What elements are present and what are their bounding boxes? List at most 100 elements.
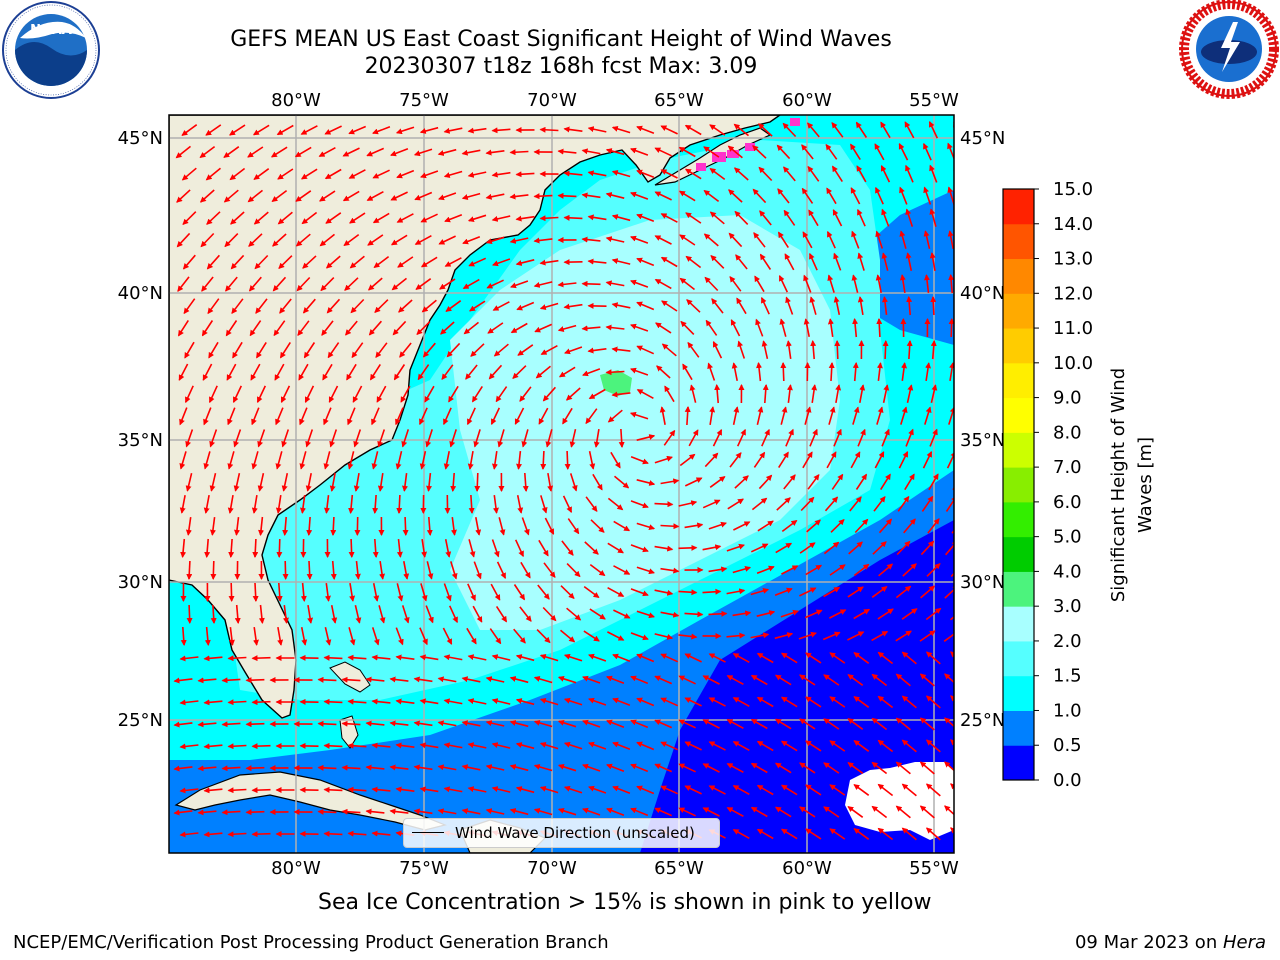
- lon-label-top: 80°W: [271, 90, 321, 111]
- wave-arrow: [878, 518, 893, 534]
- wave-arrow: [443, 698, 463, 705]
- wave-arrow: [945, 495, 954, 512]
- wave-arrow: [704, 276, 719, 292]
- wave-arrow: [461, 764, 481, 771]
- wave-arrow: [732, 652, 750, 664]
- wave-arrow: [341, 808, 361, 815]
- wave-arrow: [807, 122, 820, 138]
- wave-arrow: [179, 451, 187, 470]
- wave-arrow: [630, 235, 649, 244]
- wave-arrow: [221, 809, 241, 816]
- wave-arrow: [491, 742, 511, 749]
- wave-arrow: [539, 653, 559, 662]
- wave-arrow: [251, 494, 258, 514]
- wave-arrow: [253, 168, 270, 180]
- wave-arrow: [543, 562, 556, 578]
- wave-arrow: [611, 125, 631, 134]
- wave-arrow: [756, 610, 776, 617]
- wave-arrow: [780, 362, 787, 382]
- wave-arrow: [437, 808, 457, 815]
- wave-arrow: [208, 385, 218, 404]
- wave-arrow: [809, 252, 818, 271]
- wave-arrow: [689, 384, 697, 403]
- wave-arrow: [919, 630, 936, 642]
- wave-arrow: [750, 762, 768, 774]
- wave-arrow: [317, 764, 337, 771]
- wave-arrow: [514, 407, 525, 425]
- wave-arrow: [366, 190, 384, 202]
- wave-arrow: [756, 652, 774, 664]
- colorbar-segment: [1003, 432, 1034, 468]
- wave-arrow: [348, 125, 367, 135]
- wave-arrow: [654, 191, 672, 201]
- wave-arrow: [871, 673, 888, 687]
- wave-arrow: [366, 147, 385, 157]
- wave-arrow: [253, 211, 269, 225]
- wave-arrow: [802, 451, 813, 469]
- wave-arrow: [395, 451, 403, 470]
- wave-arrow: [630, 147, 649, 156]
- wave-arrow: [539, 259, 559, 266]
- wave-arrow: [826, 230, 836, 249]
- wave-arrow: [581, 148, 601, 155]
- wave-arrow: [371, 407, 380, 426]
- wave-arrow: [678, 633, 698, 640]
- nws-logo: [1179, 0, 1279, 99]
- wave-arrow: [372, 126, 391, 135]
- wave-arrow: [750, 718, 768, 730]
- wave-arrow: [255, 298, 268, 314]
- wave-arrow: [420, 213, 438, 223]
- wave-arrow: [923, 142, 932, 161]
- wave-arrow: [924, 274, 930, 293]
- wave-arrow: [228, 627, 235, 646]
- wave-arrow: [611, 346, 631, 353]
- wave-arrow: [660, 125, 678, 135]
- wave-arrow: [588, 653, 607, 662]
- wave-arrow: [566, 563, 581, 578]
- wave-arrow: [485, 193, 505, 200]
- wave-arrow: [654, 589, 674, 596]
- wave-arrow: [472, 605, 483, 623]
- wave-arrow: [515, 171, 535, 178]
- lat-label-right: 45°N: [960, 128, 1005, 149]
- wave-arrow: [849, 496, 862, 512]
- wave-arrow: [419, 786, 439, 793]
- wave-arrow: [344, 277, 359, 291]
- wave-arrow: [925, 362, 932, 382]
- footer-branch: NCEP/EMC/Verification Post Processing Pr…: [13, 932, 609, 953]
- wave-arrow: [857, 208, 866, 227]
- wave-arrow: [823, 586, 841, 598]
- wave-arrow: [401, 472, 408, 492]
- wave-arrow: [204, 538, 211, 558]
- wave-arrow: [660, 478, 680, 485]
- legend-text: Wind Wave Direction (unscaled): [455, 824, 695, 842]
- wave-arrow: [330, 605, 338, 624]
- wave-arrow: [181, 124, 198, 136]
- wave-arrow: [801, 187, 814, 204]
- wave-arrow: [354, 605, 362, 624]
- colorbar-tick-label: 4.0: [1053, 561, 1082, 582]
- wave-arrow: [396, 494, 403, 514]
- wave-arrow: [294, 146, 312, 158]
- wave-arrow: [221, 677, 241, 684]
- wave-arrow: [533, 676, 553, 684]
- wave-arrow: [710, 254, 725, 269]
- wave-arrow: [566, 607, 582, 621]
- wave-arrow: [679, 453, 696, 467]
- wave-arrow: [275, 451, 283, 470]
- wave-arrow: [347, 407, 356, 426]
- wave-arrow: [752, 188, 767, 204]
- wave-arrow: [732, 406, 740, 425]
- wave-arrow: [540, 495, 548, 514]
- lat-label-left: 25°N: [118, 710, 163, 731]
- wave-arrow: [783, 209, 796, 226]
- wave-arrow: [275, 407, 284, 426]
- wave-arrow: [630, 367, 649, 376]
- wave-arrow: [618, 428, 625, 448]
- lon-label-top: 55°W: [909, 90, 959, 111]
- wave-arrow: [534, 323, 553, 333]
- wave-arrow: [684, 477, 703, 487]
- wave-arrow: [805, 740, 822, 752]
- wave-arrow: [829, 564, 846, 576]
- wave-arrow: [660, 567, 680, 574]
